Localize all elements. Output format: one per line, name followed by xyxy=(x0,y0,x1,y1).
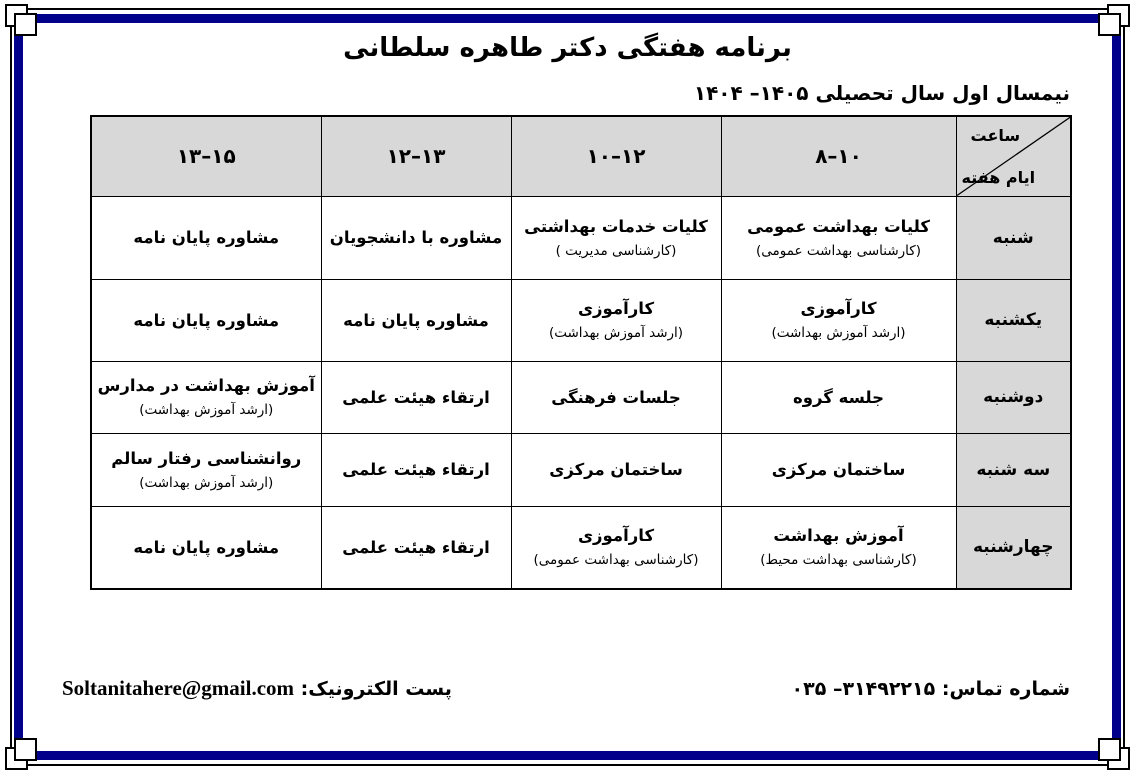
email-address: Soltanitahere@gmail.com xyxy=(62,676,295,700)
frame-navy-band-top xyxy=(30,14,1105,23)
schedule-cell: کلیات خدمات بهداشتی (کارشناسی مدیریت ) xyxy=(510,195,722,280)
schedule-cell: کارآموزی (ارشد آموزش بهداشت) xyxy=(510,278,722,362)
activity-title: ساختمان مرکزی xyxy=(771,460,906,479)
footer: شماره تماس: ۳۱۴۹۲۲۱۵– ۰۳۵ پست الکترونیک:… xyxy=(62,676,1070,701)
activity-title: جلسه گروه xyxy=(792,387,885,407)
corner-ornament xyxy=(1098,13,1121,36)
activity-detail: (ارشد آموزش بهداشت) xyxy=(139,474,274,491)
activity-title: جلسات فرهنگی xyxy=(551,387,681,407)
email-label: پست الکترونیک: xyxy=(300,678,452,700)
activity-title: مشاوره پایان نامه xyxy=(133,537,280,557)
activity-title: ارتقاء هیئت علمی xyxy=(342,387,490,407)
day-cell-saturday: شنبه xyxy=(955,195,1072,280)
time-header-13-15: ۱۳–۱۵ xyxy=(90,115,322,197)
time-header-label: ۱۳–۱۵ xyxy=(176,144,236,169)
schedule-cell: ارتقاء هیئت علمی xyxy=(320,360,512,434)
schedule-cell: ساختمان مرکزی xyxy=(510,432,722,507)
schedule-cell: مشاوره با دانشجویان xyxy=(320,195,512,280)
table-row: شنبه کلیات بهداشت عمومی (کارشناسی بهداشت … xyxy=(90,195,1072,280)
table-row: یکشنبه کارآموزی (ارشد آموزش بهداشت) کارآم… xyxy=(90,278,1072,362)
table-row: چهارشنبه آموزش بهداشت (کارشناسی بهداشت مح… xyxy=(90,505,1072,590)
time-header-12-13: ۱۲–۱۳ xyxy=(320,115,512,197)
activity-title: کارآموزی xyxy=(577,299,655,318)
schedule-cell: کارآموزی (ارشد آموزش بهداشت) xyxy=(720,278,957,362)
schedule-cell: مشاوره پایان نامه xyxy=(320,278,512,362)
day-cell-monday: دوشنبه xyxy=(955,360,1072,434)
time-header-label: ۱۲–۱۳ xyxy=(386,144,446,169)
weekdays-label: ایام هفته xyxy=(961,167,1036,187)
table-row: دوشنبه جلسه گروه جلسات فرهنگی ارتقاء هیئ… xyxy=(90,360,1072,434)
outer-frame-line xyxy=(10,8,1125,766)
activity-detail: (ارشد آموزش بهداشت) xyxy=(139,402,274,418)
activity-title: مشاوره با دانشجویان xyxy=(329,228,503,247)
activity-title: کلیات بهداشت عمومی xyxy=(747,216,930,236)
schedule-cell: آموزش بهداشت (کارشناسی بهداشت محیط) xyxy=(720,505,957,590)
time-header-8-10: ۸–۱۰ xyxy=(720,115,957,197)
corner-ornament xyxy=(14,13,37,36)
schedule-cell: روانشناسی رفتار سالم (ارشد آموزش بهداشت) xyxy=(90,432,322,507)
day-cell-wednesday: چهارشنبه xyxy=(955,505,1072,590)
frame-navy-band-left xyxy=(14,30,23,744)
time-header-label: ۸–۱۰ xyxy=(815,144,862,169)
contact-phone: شماره تماس: ۳۱۴۹۲۲۱۵– ۰۳۵ xyxy=(791,678,1070,700)
activity-title: ارتقاء هیئت علمی xyxy=(342,460,490,479)
frame-navy-band-bottom xyxy=(30,751,1105,760)
time-header-10-12: ۱۰–۱۲ xyxy=(510,115,722,197)
activity-title: کارآموزی xyxy=(800,299,877,318)
schedule-cell: کارآموزی (کارشناسی بهداشت عمومی) xyxy=(510,505,722,590)
schedule-cell: جلسه گروه xyxy=(720,360,957,434)
activity-detail: (ارشد آموزش بهداشت) xyxy=(548,325,684,341)
activity-title: آموزش بهداشت در مدارس xyxy=(97,376,315,395)
activity-title: کلیات خدمات بهداشتی xyxy=(524,216,708,236)
schedule-cell: کلیات بهداشت عمومی (کارشناسی بهداشت عمومی… xyxy=(720,195,957,280)
schedule-cell: ارتقاء هیئت علمی xyxy=(320,505,512,590)
activity-title: آموزش بهداشت xyxy=(773,526,904,546)
day-cell-tuesday: سه شنبه xyxy=(955,432,1072,507)
page-title: برنامه هفتگی دکتر طاهره سلطانی xyxy=(343,33,792,63)
activity-title: ارتقاء هیئت علمی xyxy=(342,537,490,557)
schedule-cell: ارتقاء هیئت علمی xyxy=(320,432,512,507)
table-row: سه شنبه ساختمان مرکزی ساختمان مرکزی ارتق… xyxy=(90,432,1072,507)
activity-detail: (کارشناسی بهداشت محیط) xyxy=(760,552,917,569)
activity-detail: (کارشناسی بهداشت عمومی) xyxy=(533,552,699,569)
corner-header-cell: ساعت ایام هفته xyxy=(955,115,1072,197)
frame-navy-band-right xyxy=(1112,30,1121,744)
schedule-cell: مشاوره پایان نامه xyxy=(90,505,322,590)
activity-title: ساختمان مرکزی xyxy=(549,460,683,479)
activity-title: روانشناسی رفتار سالم xyxy=(111,448,302,468)
activity-title: کارآموزی xyxy=(577,526,655,546)
schedule-cell: آموزش بهداشت در مدارس (ارشد آموزش بهداشت) xyxy=(90,360,322,434)
activity-detail: (ارشد آموزش بهداشت) xyxy=(771,325,906,341)
corner-ornament xyxy=(14,738,37,761)
activity-title: مشاوره پایان نامه xyxy=(343,310,489,330)
activity-detail: (کارشناسی مدیریت ) xyxy=(555,242,677,259)
activity-title: مشاوره پایان نامه xyxy=(133,310,280,330)
hours-label: ساعت xyxy=(970,126,1021,145)
semester-subtitle: نیمسال اول سال تحصیلی ۱۴۰۵– ۱۴۰۴ xyxy=(693,81,1070,105)
diagonal-line xyxy=(957,117,1070,195)
contact-email-line: پست الکترونیک: Soltanitahere@gmail.com xyxy=(62,676,452,701)
weekly-schedule-table: ساعت ایام هفته ۸–۱۰ ۱۰–۱۲ ۱۲–۱۳ ۱۳–۱۵ شن… xyxy=(90,115,1072,590)
corner-ornament xyxy=(1098,738,1121,761)
schedule-cell: مشاوره پایان نامه xyxy=(90,195,322,280)
time-header-label: ۱۰–۱۲ xyxy=(586,144,646,169)
schedule-cell: ساختمان مرکزی xyxy=(720,432,957,507)
day-cell-sunday: یکشنبه xyxy=(955,278,1072,362)
activity-detail: (کارشناسی بهداشت عمومی) xyxy=(756,242,921,259)
activity-title: مشاوره پایان نامه xyxy=(133,228,280,247)
schedule-cell: مشاوره پایان نامه xyxy=(90,278,322,362)
schedule-cell: جلسات فرهنگی xyxy=(510,360,722,434)
